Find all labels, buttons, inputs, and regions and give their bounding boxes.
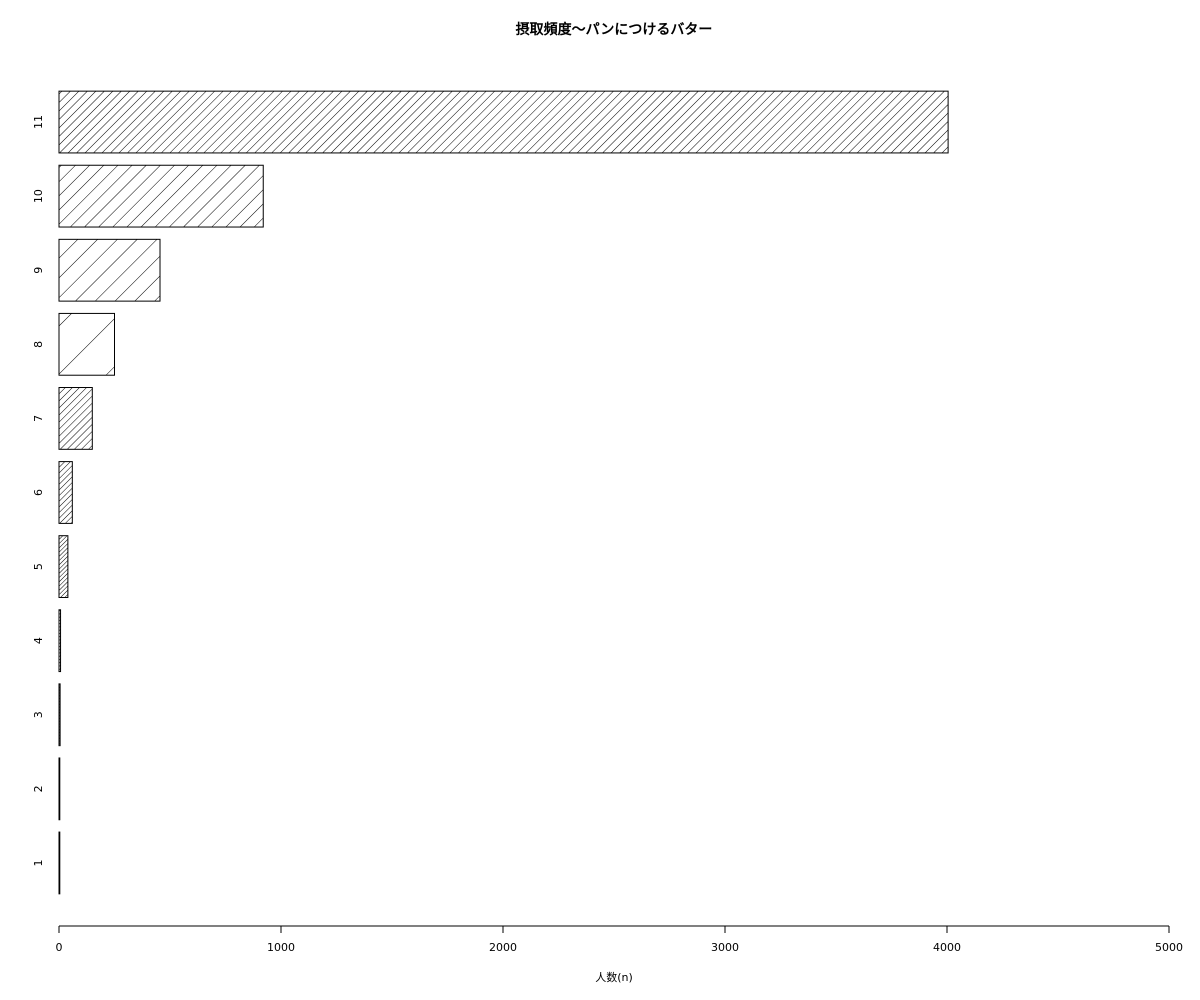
bar-5 [58, 535, 69, 598]
y-tick-label: 5 [32, 563, 45, 570]
x-tick-label: 5000 [1155, 941, 1183, 954]
chart-title: 摂取頻度〜パンにつけるバター [516, 21, 713, 38]
y-tick-label: 7 [32, 415, 45, 422]
x-axis: 0 1000 2000 3000 4000 5000 [56, 925, 1183, 954]
bar-7 [58, 387, 93, 450]
y-tick-label: 9 [32, 267, 45, 274]
y-tick-label: 11 [32, 115, 45, 129]
x-tick-label: 2000 [489, 941, 517, 954]
y-tick-label: 8 [32, 341, 45, 348]
bar-11 [58, 90, 949, 154]
y-axis: 1 2 3 4 5 6 7 8 9 10 11 [32, 115, 45, 866]
x-tick-label: 0 [56, 941, 63, 954]
y-tick-label: 10 [32, 189, 45, 203]
bar-9 [58, 238, 161, 302]
x-tick-label: 3000 [711, 941, 739, 954]
y-tick-label: 2 [32, 785, 45, 792]
bar-1 [58, 831, 61, 895]
y-tick-label: 3 [32, 711, 45, 718]
bar-2 [58, 757, 61, 821]
bar-4 [58, 609, 62, 673]
bar-10 [58, 164, 264, 228]
y-tick-label: 4 [32, 637, 45, 644]
x-tick-label: 1000 [267, 941, 295, 954]
bar-8 [58, 312, 115, 376]
bars-layer [58, 90, 949, 895]
bar-6 [58, 461, 73, 524]
x-tick-label: 4000 [933, 941, 961, 954]
y-tick-label: 6 [32, 489, 45, 496]
x-axis-title: 人数(n) [595, 971, 633, 984]
y-tick-label: 1 [32, 859, 45, 866]
bar-3 [58, 683, 61, 747]
